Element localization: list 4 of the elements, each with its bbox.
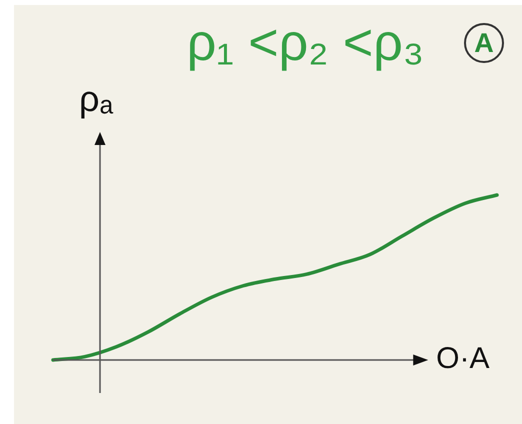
x-axis-title: O·A	[436, 341, 490, 377]
chart-title: ρ₁ <ρ₂ <ρ₃	[186, 14, 424, 72]
text: A	[474, 28, 494, 58]
y-axis-title: ρₐ	[79, 78, 113, 120]
